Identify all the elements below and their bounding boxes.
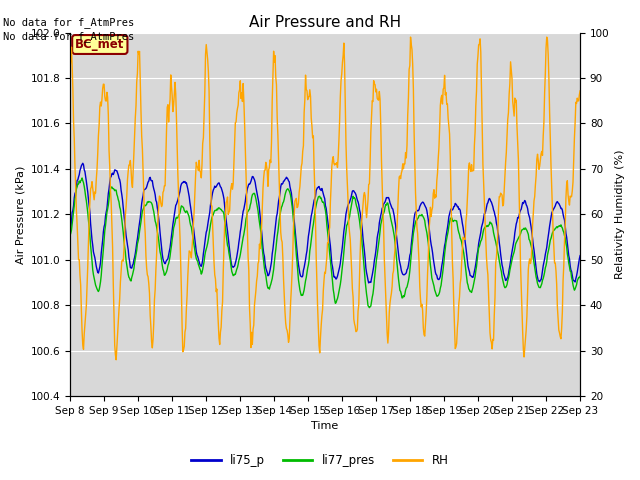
- Title: Air Pressure and RH: Air Pressure and RH: [249, 15, 401, 30]
- Text: No data for f_AtmPres: No data for f_AtmPres: [3, 17, 134, 28]
- Text: BC_met: BC_met: [75, 38, 125, 51]
- Y-axis label: Air Pressure (kPa): Air Pressure (kPa): [15, 165, 25, 264]
- X-axis label: Time: Time: [312, 421, 339, 432]
- Text: No data for f_AtmPres: No data for f_AtmPres: [3, 31, 134, 42]
- Legend: li75_p, li77_pres, RH: li75_p, li77_pres, RH: [187, 449, 453, 472]
- Y-axis label: Relativity Humidity (%): Relativity Humidity (%): [615, 150, 625, 279]
